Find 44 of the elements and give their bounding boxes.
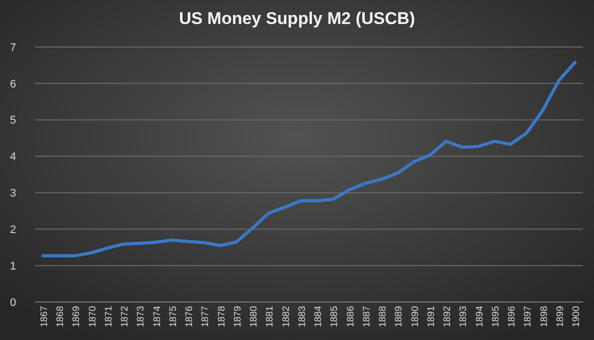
y-tick-label: 3 — [10, 188, 16, 200]
y-tick-label: 0 — [10, 296, 16, 309]
x-tick-label: 1867 — [39, 306, 50, 328]
x-tick-label: 1897 — [522, 306, 534, 328]
x-tick-label: 1883 — [296, 306, 308, 328]
x-tick-label: 1893 — [458, 306, 470, 328]
x-tick-label: 1875 — [168, 306, 179, 328]
x-tick-label: 1885 — [329, 306, 340, 328]
x-tick-label: 1895 — [490, 306, 502, 328]
x-tick-label: 1894 — [474, 306, 486, 328]
x-tick-label: 1872 — [120, 306, 131, 328]
x-tick-label: 1899 — [554, 306, 566, 328]
x-tick-label: 1887 — [361, 306, 372, 328]
x-tick-label: 1882 — [280, 306, 292, 328]
y-tick-label: 2 — [10, 224, 16, 236]
x-tick-label: 1896 — [506, 306, 518, 328]
x-tick-label: 1892 — [442, 306, 454, 328]
x-tick-label: 1884 — [313, 306, 324, 328]
x-tick-label: 1898 — [538, 306, 550, 328]
line-series — [41, 60, 577, 258]
x-tick-label: 1868 — [55, 306, 66, 328]
y-tick-label: 6 — [10, 78, 16, 90]
x-tick-label: 1890 — [410, 306, 421, 328]
x-tick-label: 1871 — [103, 306, 114, 328]
x-tick-label: 1869 — [71, 306, 82, 328]
x-tick-label: 1900 — [571, 306, 582, 328]
x-tick-label: 1889 — [394, 306, 405, 328]
x-tick-label: 1891 — [426, 306, 437, 328]
y-tick-label: 5 — [10, 114, 16, 127]
x-tick-label: 1873 — [136, 306, 147, 328]
x-tick-label: 1877 — [200, 306, 212, 328]
x-tick-label: 1888 — [378, 306, 389, 328]
x-tick-label: 1878 — [216, 306, 228, 328]
x-tick-label: 1881 — [264, 306, 276, 328]
x-tick-label: 1880 — [248, 306, 260, 328]
y-tick-label: 1 — [10, 260, 16, 272]
x-tick-label: 1879 — [232, 306, 244, 328]
y-tick-label: 7 — [10, 42, 16, 54]
x-tick-label: 1876 — [184, 306, 196, 328]
chart-title: US Money Supply M2 (USCB) — [178, 9, 416, 28]
y-tick-label: 4 — [10, 151, 16, 164]
x-tick-label: 1874 — [152, 306, 163, 328]
x-tick-label: 1870 — [87, 306, 98, 328]
x-tick-label: 1886 — [345, 306, 356, 328]
